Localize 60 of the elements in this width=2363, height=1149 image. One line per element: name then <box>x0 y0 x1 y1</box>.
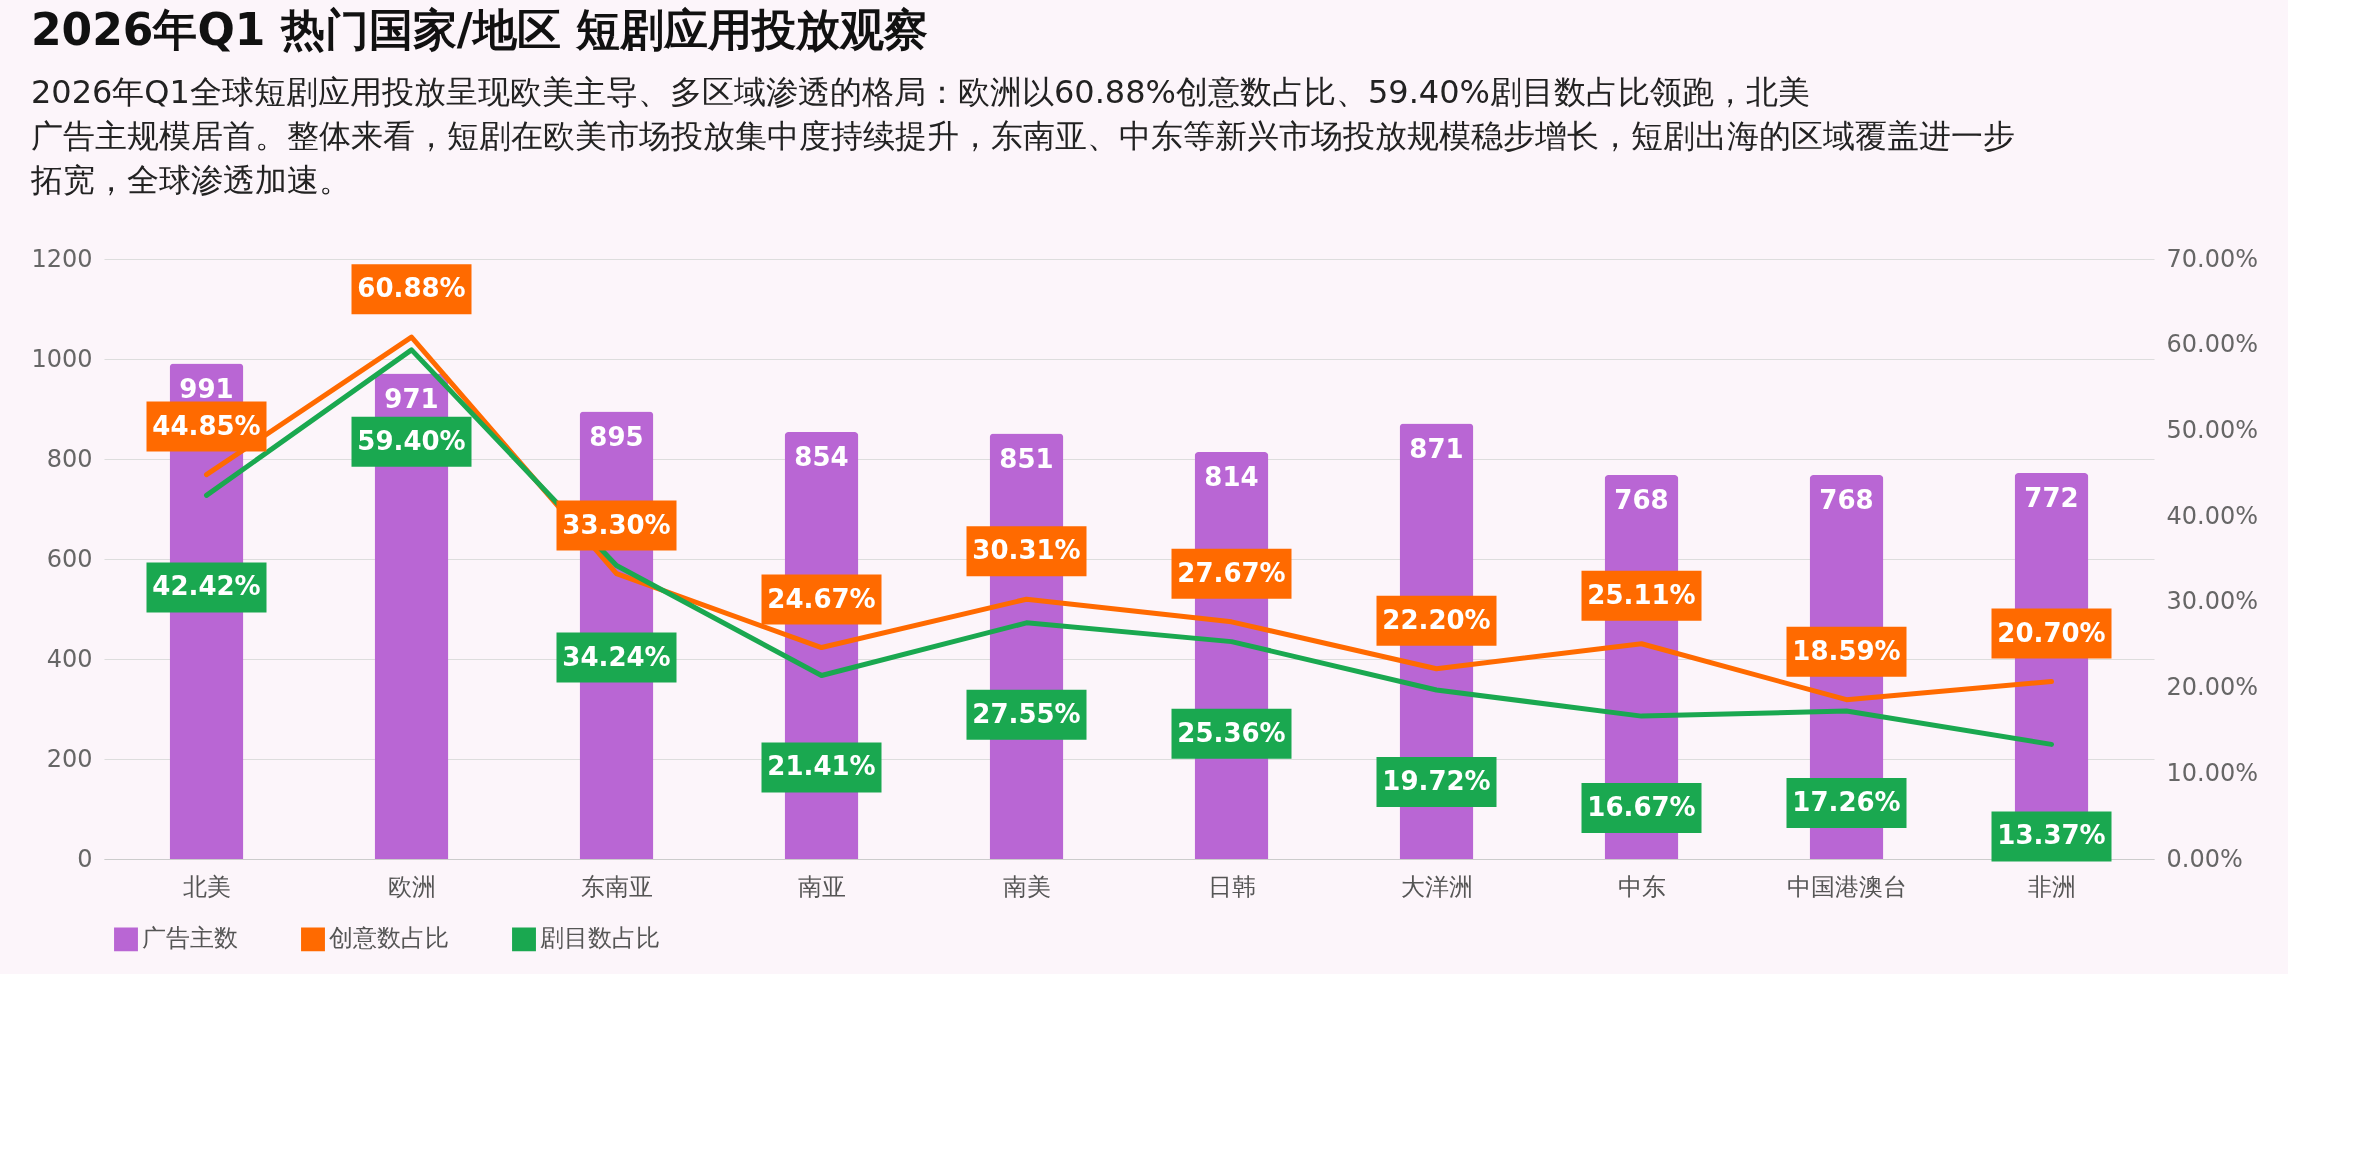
data-label: 30.31% <box>972 535 1081 566</box>
x-tick-label: 大洋洲 <box>1400 872 1473 901</box>
x-tick-label: 南亚 <box>797 872 846 901</box>
x-tick-label: 中东 <box>1617 872 1666 901</box>
y-tick-label: 0 <box>77 844 93 873</box>
data-label: 772 <box>2024 483 2079 513</box>
y2-tick-label: 0.00% <box>2166 844 2243 873</box>
data-label: 895 <box>589 421 644 452</box>
data-label: 814 <box>1204 462 1259 492</box>
data-label: 22.20% <box>1382 604 1491 635</box>
y2-tick-label: 50.00% <box>2166 415 2259 444</box>
y-tick-label: 400 <box>46 644 93 673</box>
x-tick-label: 北美 <box>182 872 231 901</box>
data-label: 42.42% <box>152 571 261 602</box>
data-label: 27.55% <box>972 698 1081 729</box>
y-tick-label: 800 <box>46 444 93 473</box>
data-label: 19.72% <box>1382 765 1491 796</box>
data-label: 854 <box>794 442 849 472</box>
x-tick-label: 南美 <box>1002 872 1051 901</box>
data-label: 34.24% <box>562 641 671 672</box>
data-label: 25.11% <box>1587 579 1696 610</box>
data-label: 33.30% <box>562 509 671 540</box>
y-tick-label: 200 <box>46 744 93 773</box>
data-label: 971 <box>384 383 439 414</box>
chart-title: 2026年Q1 热门国家/地区 短剧应用投放观察 <box>30 4 929 55</box>
data-label: 44.85% <box>152 410 261 441</box>
data-label: 59.40% <box>357 425 466 456</box>
data-label: 24.67% <box>767 583 876 614</box>
data-label: 17.26% <box>1792 787 1901 818</box>
x-tick-label: 东南亚 <box>580 872 653 901</box>
y2-tick-label: 40.00% <box>2166 501 2259 530</box>
data-label: 18.59% <box>1792 635 1901 666</box>
data-label: 21.41% <box>767 751 876 782</box>
data-label: 871 <box>1409 433 1464 464</box>
x-tick-label: 日韩 <box>1207 872 1256 901</box>
data-label: 60.88% <box>357 273 466 304</box>
y-tick-label: 1200 <box>31 244 93 273</box>
data-label: 768 <box>1819 485 1874 515</box>
x-tick-label: 欧洲 <box>387 872 436 901</box>
data-label: 851 <box>999 443 1054 474</box>
data-label: 991 <box>179 373 234 404</box>
y2-tick-label: 30.00% <box>2166 587 2259 616</box>
y2-tick-label: 60.00% <box>2166 330 2259 359</box>
y-tick-label: 1000 <box>31 344 93 373</box>
legend-label: 剧目数占比 <box>540 924 660 953</box>
data-label: 16.67% <box>1587 792 1696 823</box>
data-label: 27.67% <box>1177 557 1286 588</box>
y2-tick-label: 20.00% <box>2166 673 2259 702</box>
y2-tick-label: 70.00% <box>2166 244 2259 273</box>
legend-label: 广告主数 <box>142 924 238 953</box>
y-tick-label: 600 <box>46 544 93 573</box>
data-label: 25.36% <box>1177 717 1286 748</box>
x-tick-label: 非洲 <box>2027 872 2076 901</box>
data-label: 768 <box>1614 485 1669 515</box>
legend-label: 创意数占比 <box>329 924 449 953</box>
data-label: 20.70% <box>1997 617 2106 648</box>
x-tick-label: 中国港澳台 <box>1786 872 1907 901</box>
y2-tick-label: 10.00% <box>2166 758 2259 787</box>
chart-subtitle: 2026年Q1全球短剧应用投放呈现欧美主导、多区域渗透的格局：欧洲以60.88%创意数占比、59.40%剧目数占比领跑，北美广告主规模居首。整体来看，短剧在欧美市场投放集中度持续提升，东南亚、中东等新兴市场投放规模稳步增长，短剧出海的区域覆盖进一步拓宽，全球渗透加速。 <box>29 73 2015 199</box>
data-label: 13.37% <box>1997 820 2106 851</box>
